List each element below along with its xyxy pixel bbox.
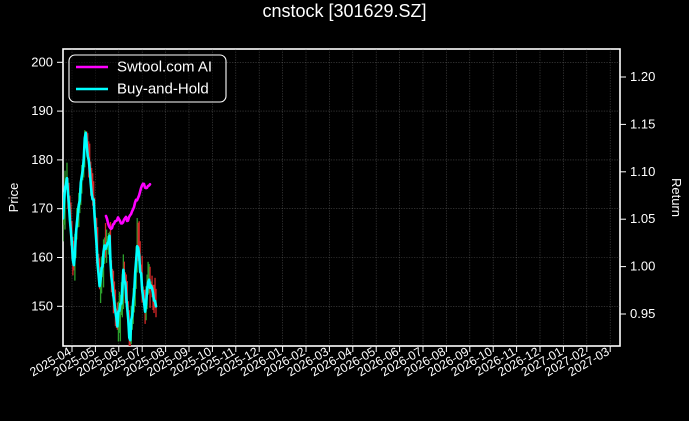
svg-text:150: 150 bbox=[31, 298, 53, 313]
svg-text:Buy-and-Hold: Buy-and-Hold bbox=[117, 81, 209, 98]
svg-text:190: 190 bbox=[31, 103, 53, 118]
svg-text:Return: Return bbox=[669, 178, 684, 217]
svg-text:cnstock [301629.SZ]: cnstock [301629.SZ] bbox=[262, 1, 426, 21]
svg-text:0.95: 0.95 bbox=[630, 306, 655, 321]
svg-text:1.15: 1.15 bbox=[630, 116, 655, 131]
svg-text:1.00: 1.00 bbox=[630, 259, 655, 274]
svg-text:160: 160 bbox=[31, 250, 53, 265]
svg-text:200: 200 bbox=[31, 54, 53, 69]
svg-text:170: 170 bbox=[31, 201, 53, 216]
svg-text:Swtool.com AI: Swtool.com AI bbox=[117, 59, 212, 76]
svg-text:1.05: 1.05 bbox=[630, 211, 655, 226]
svg-text:1.10: 1.10 bbox=[630, 164, 655, 179]
svg-text:180: 180 bbox=[31, 152, 53, 167]
svg-text:1.20: 1.20 bbox=[630, 69, 655, 84]
svg-text:Price: Price bbox=[6, 183, 21, 213]
